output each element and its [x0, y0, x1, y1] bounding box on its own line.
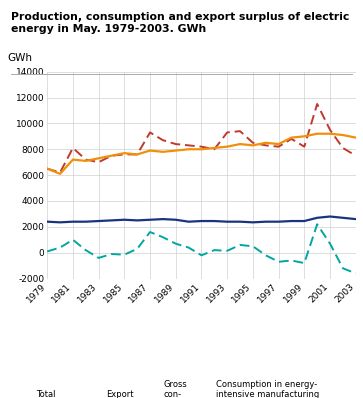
Legend: Total
producton, Export
surplus, Gross
con-
sump-
tion, Consumption in energy-
i: Total producton, Export surplus, Gross c… — [14, 380, 325, 398]
Text: GWh: GWh — [7, 53, 32, 63]
Text: Production, consumption and export surplus of electric
energy in May. 1979-2003.: Production, consumption and export surpl… — [11, 12, 349, 33]
